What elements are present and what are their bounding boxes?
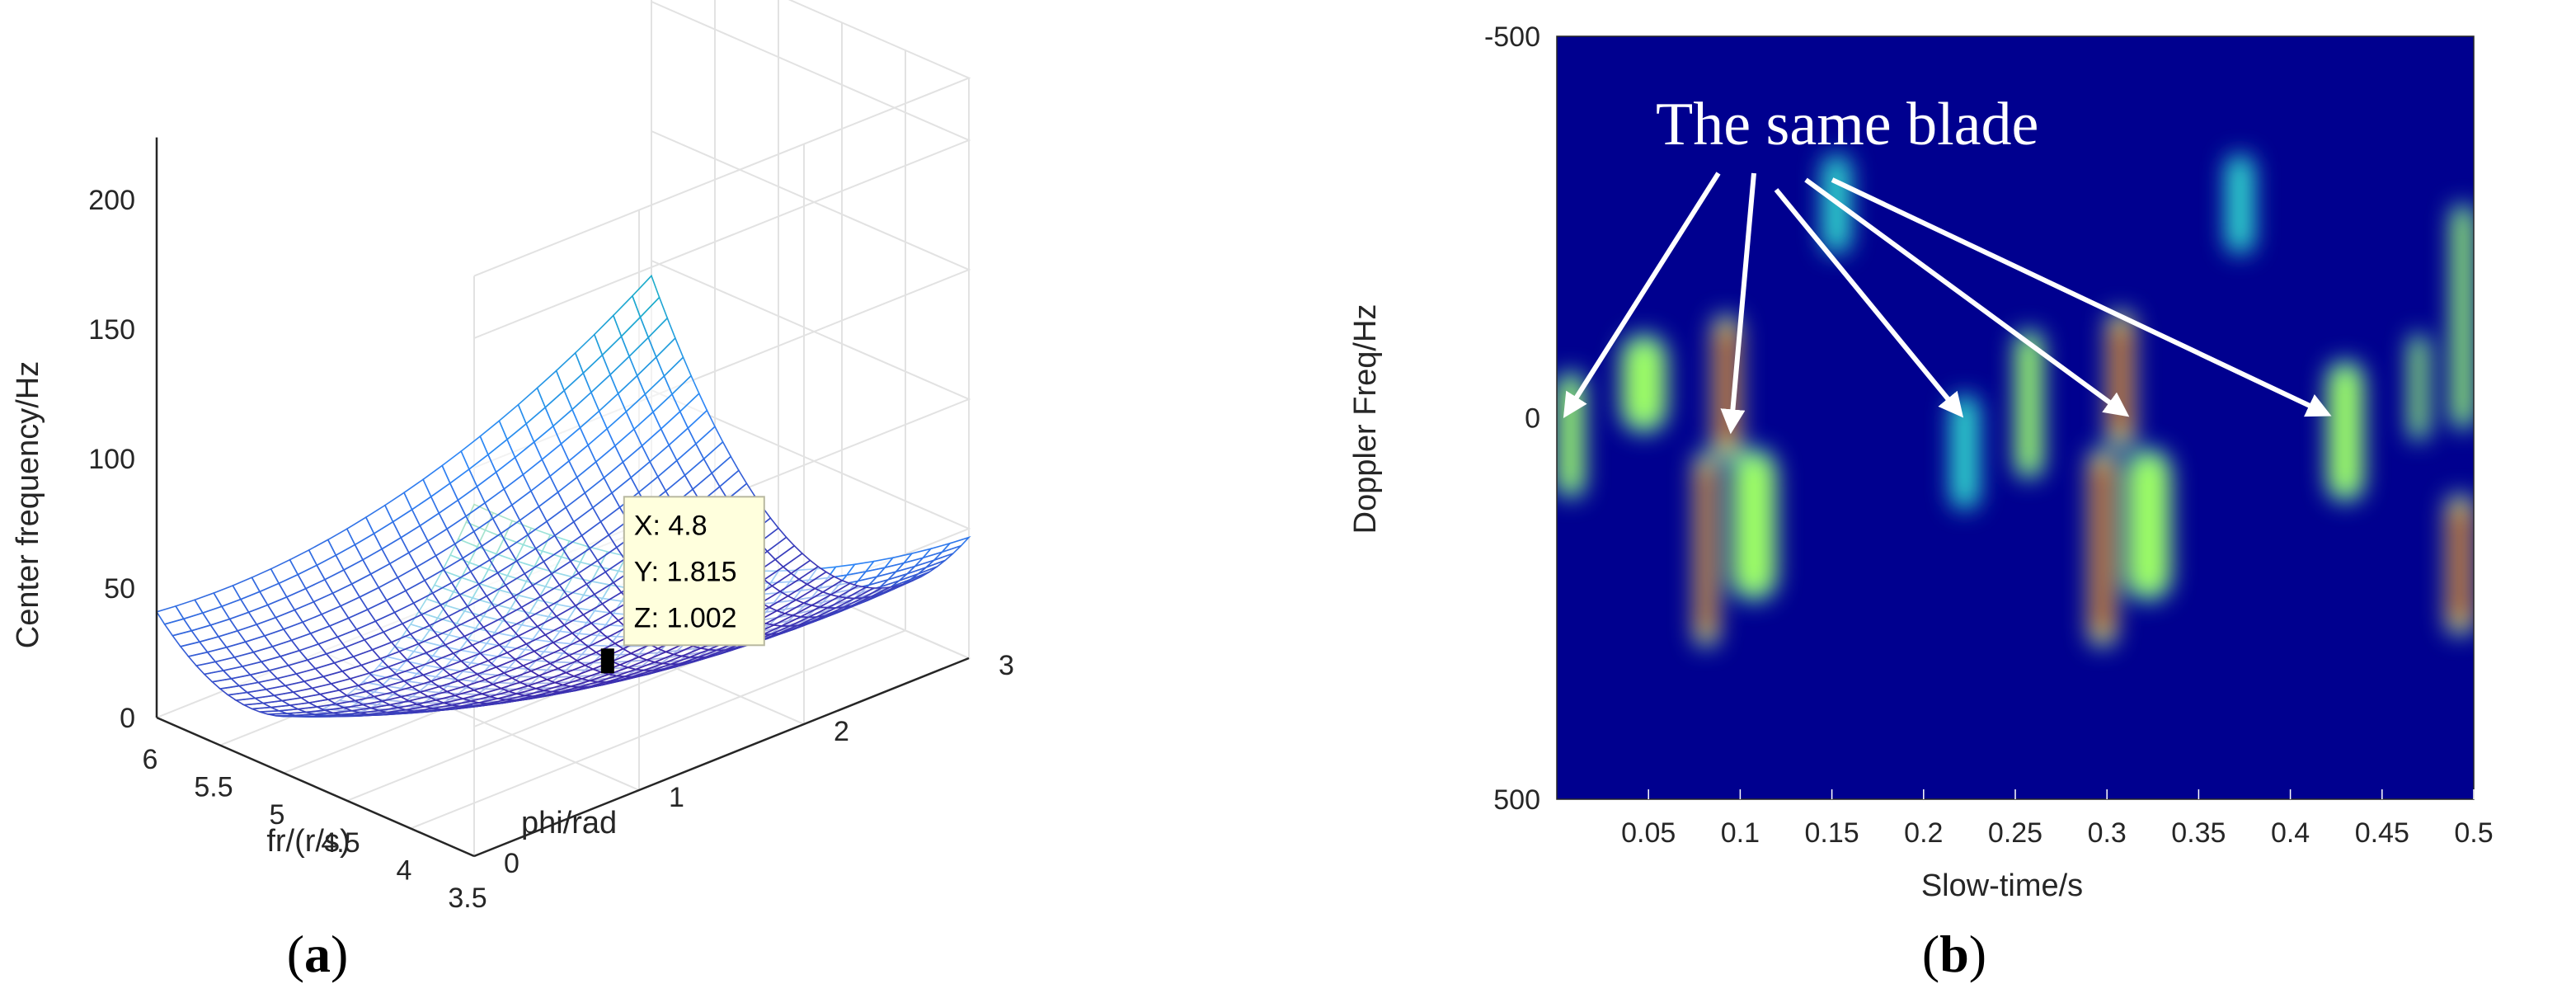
panel-b-letter: b [1939, 925, 1969, 983]
x-tick-label: 5 [270, 799, 285, 831]
x-tick-label: 0.3 [2088, 817, 2127, 849]
x-tick-label: 4 [397, 854, 412, 886]
grid-line [473, 0, 971, 277]
y-tick-label: 500 [1493, 784, 1540, 816]
datatip-marker [600, 648, 614, 674]
energy-blob [2226, 154, 2254, 254]
x-axis-line [156, 716, 475, 858]
x-tick-label: 0.2 [1904, 817, 1943, 849]
annotation-arrow [1831, 177, 2332, 417]
energy-blob [2094, 464, 2110, 630]
energy-blob [1951, 394, 1979, 510]
annotation-arrow [1804, 177, 2130, 417]
datatip-line: X: 4.8 [634, 510, 707, 541]
z-tick-label: 100 [88, 444, 135, 475]
x-tick-label: 4.5 [321, 827, 360, 859]
x-tick-label: 0.1 [1721, 817, 1760, 849]
energy-blob [2329, 365, 2362, 498]
x-tick-label: 0.5 [2454, 817, 2493, 849]
y-axis-line [473, 657, 970, 858]
energy-blob [2127, 452, 2170, 597]
x-tick-label: 0.25 [1988, 817, 2042, 849]
x-tick-label: 6 [143, 744, 158, 775]
x-tick-label: 0.45 [2355, 817, 2409, 849]
panel-a-zlabel: Center frequency/Hz [11, 361, 45, 649]
surface-cell [155, 605, 185, 625]
z-tick-label: 50 [104, 573, 135, 605]
y-tick-label: 0 [1525, 403, 1540, 435]
z-tick-label: 200 [88, 185, 135, 216]
y-tick-label: 3 [999, 650, 1014, 681]
panel-b-ylabel: Doppler Freq/Hz [1348, 304, 1383, 534]
panel-a-letter: a [304, 925, 331, 983]
energy-blob [1700, 468, 1712, 630]
panel-b-caption: (b) [1922, 925, 1986, 983]
y-tick-label: 0 [504, 848, 519, 879]
energy-blob [2411, 337, 2427, 437]
panel-b-annotation-arrows [1563, 172, 2332, 435]
panel-a-surface-chart: 6 5.5 5 4.5 4 3.5 0 1 2 3 0 50 100 150 200 X: 4.8 Y: 1.… [11, 0, 1014, 983]
x-tick-label: 3.5 [448, 883, 487, 914]
y-tick-label: 1 [669, 782, 684, 813]
datatip-line: Y: 1.815 [634, 556, 737, 587]
panel-b-annotation-text: The same blade [1656, 91, 2038, 158]
energy-blob [1622, 337, 1666, 429]
y-tick-label: 2 [834, 716, 849, 747]
z-tick-label: 0 [120, 703, 135, 734]
x-tick-label: 0.15 [1805, 817, 1859, 849]
annotation-arrow [1720, 172, 1756, 435]
panel-b-spectrogram-chart: The same blade 0.05 0.1 0.15 0.2 0.25 0.3 0.35… [1348, 21, 2494, 983]
datatip-line: Z: 1.002 [634, 602, 737, 633]
y-tick-label: -500 [1484, 21, 1540, 53]
x-tick-label: 0.35 [2171, 817, 2226, 849]
energy-blob [2017, 334, 2042, 475]
panel-b-axes: 0.05 0.1 0.15 0.2 0.25 0.3 0.35 0.4 0.45 0.5 -500 0… [1484, 21, 2494, 849]
energy-blob [2452, 511, 2467, 619]
panel-a-xlabel: fr/(r/s) [266, 824, 350, 859]
energy-blob [2113, 327, 2128, 432]
panel-b-xlabel: Slow-time/s [1921, 869, 2083, 903]
datatip-box [623, 496, 765, 647]
energy-blob [1732, 452, 1775, 597]
x-tick-label: 0.05 [1621, 817, 1676, 849]
grid-line [473, 1, 971, 339]
annotation-arrow [1563, 172, 1721, 418]
panel-a-surface-mesh [155, 274, 971, 718]
panel-a-ylabel: phi/rad [521, 806, 617, 840]
panel-a-caption: (a) [287, 925, 349, 983]
energy-blob [2453, 208, 2472, 426]
x-tick-label: 5.5 [194, 772, 233, 803]
z-tick-label: 150 [88, 314, 135, 346]
panel-a-datatip[interactable]: X: 4.8 Y: 1.815 Z: 1.002 [600, 496, 765, 674]
x-tick-label: 0.4 [2271, 817, 2310, 849]
annotation-arrow [1774, 188, 1964, 418]
panel-a-axes: 6 5.5 5 4.5 4 3.5 0 1 2 3 0 50 100 150 200 [88, 137, 1014, 914]
